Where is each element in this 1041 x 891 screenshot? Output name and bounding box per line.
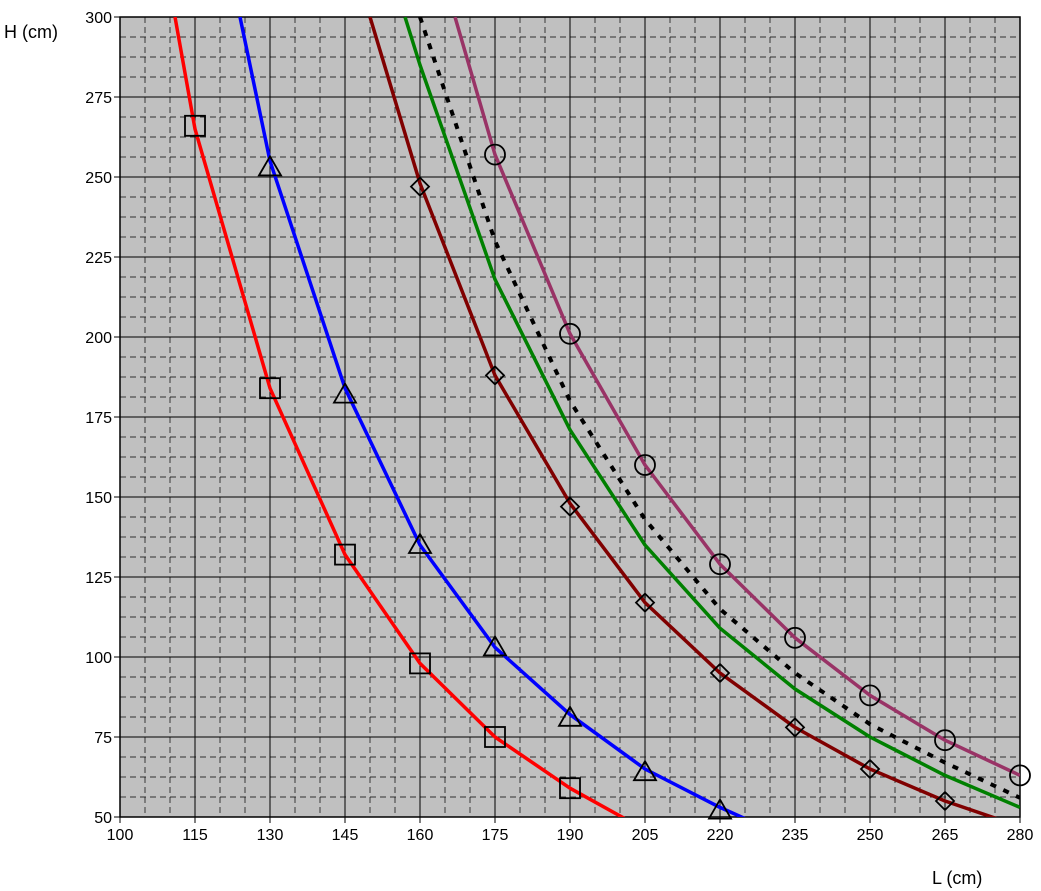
y-axis-ticks: 50 75 100 125 150 175 200 225 250 275 300 xyxy=(85,10,120,827)
triangle-marker xyxy=(482,634,508,657)
square-marker xyxy=(409,652,431,675)
x-tick-label: 250 xyxy=(857,827,884,844)
y-tick-label: 150 xyxy=(85,490,112,507)
circle-marker xyxy=(934,729,956,752)
diamond-marker xyxy=(859,758,881,780)
y-tick-label: 175 xyxy=(85,410,112,427)
y-axis-title: H (cm) xyxy=(4,22,58,42)
x-tick-label: 145 xyxy=(332,827,359,844)
series-line-3 xyxy=(368,17,998,817)
triangle-marker xyxy=(332,381,358,404)
y-tick-label: 300 xyxy=(85,10,112,27)
square-marker xyxy=(259,377,281,400)
x-tick-label: 190 xyxy=(557,827,584,844)
x-tick-label: 115 xyxy=(182,827,208,844)
series-line-4 xyxy=(403,17,1020,810)
series-line-5 xyxy=(418,17,1020,800)
y-tick-label: 50 xyxy=(94,810,112,827)
x-tick-label: 265 xyxy=(932,827,959,844)
x-tick-label: 280 xyxy=(1007,827,1034,844)
x-tick-label: 235 xyxy=(782,827,809,844)
square-marker xyxy=(184,114,206,137)
circle-marker xyxy=(634,454,656,476)
triangle-marker xyxy=(257,154,283,177)
x-tick-label: 100 xyxy=(107,827,134,844)
square-marker xyxy=(559,777,581,800)
x-tick-label: 160 xyxy=(407,827,434,844)
circle-marker xyxy=(1009,764,1031,787)
x-tick-label: 175 xyxy=(482,827,509,844)
diamond-marker xyxy=(634,592,656,613)
triangle-marker xyxy=(557,705,583,727)
x-axis-ticks: 100 115 130 145 160 175 190 205 220 235 250 265 280 xyxy=(107,817,1034,844)
circle-marker xyxy=(859,684,881,707)
x-axis-title: L (cm) xyxy=(932,868,982,888)
marker-layer xyxy=(184,114,1031,820)
diamond-marker xyxy=(409,176,431,197)
series-line-1 xyxy=(173,17,626,817)
series-line-2 xyxy=(238,17,746,817)
x-tick-label: 130 xyxy=(257,827,284,844)
square-marker xyxy=(334,543,356,566)
circle-marker xyxy=(559,322,581,345)
diamond-marker xyxy=(559,496,581,517)
y-tick-label: 275 xyxy=(85,90,112,107)
circle-marker xyxy=(784,626,806,649)
y-tick-label: 100 xyxy=(85,650,112,667)
triangle-marker xyxy=(407,532,433,554)
y-tick-label: 250 xyxy=(85,170,112,187)
series-layer xyxy=(173,17,1020,817)
series-line-6 xyxy=(453,17,1020,777)
circle-marker xyxy=(484,143,506,166)
diamond-marker xyxy=(484,365,506,386)
triangle-marker xyxy=(632,759,658,782)
y-tick-label: 200 xyxy=(85,330,112,347)
square-marker xyxy=(484,726,506,748)
y-tick-label: 125 xyxy=(85,570,112,587)
diamond-marker xyxy=(784,717,806,738)
diamond-marker xyxy=(934,790,956,812)
y-tick-label: 75 xyxy=(94,730,112,747)
y-tick-label: 225 xyxy=(85,250,112,267)
x-tick-label: 205 xyxy=(632,827,659,844)
x-tick-label: 220 xyxy=(707,827,734,844)
diamond-marker xyxy=(709,662,731,684)
circle-marker xyxy=(709,553,731,576)
